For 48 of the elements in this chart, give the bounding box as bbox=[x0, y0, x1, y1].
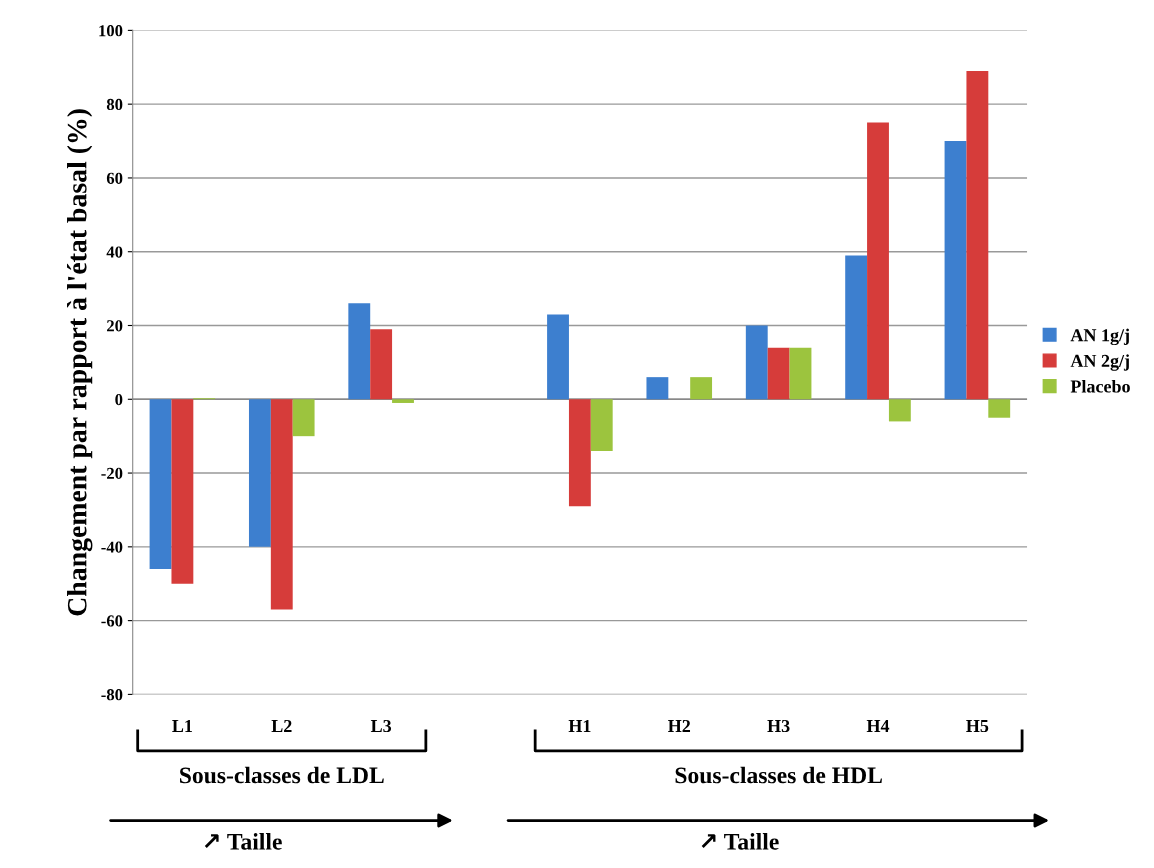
bar bbox=[845, 255, 868, 400]
text: Sous-classes de LDL bbox=[180, 766, 384, 784]
y-tick-label: -80 bbox=[101, 689, 123, 701]
y-tick-label: 40 bbox=[106, 246, 123, 258]
bar bbox=[867, 122, 889, 400]
x-tick-label: H1 bbox=[568, 720, 591, 732]
legend-label: AN 1g/j bbox=[1070, 328, 1129, 346]
y-tick-label: -20 bbox=[101, 467, 123, 480]
legend-label: AN 2g/j bbox=[1070, 354, 1129, 371]
legend-label: Placebo bbox=[1070, 379, 1130, 393]
y-tick-label: 80 bbox=[106, 98, 123, 111]
bar bbox=[547, 314, 569, 400]
x-tick-label: L1 bbox=[172, 720, 192, 732]
bar bbox=[789, 347, 812, 400]
y-tick-label: 60 bbox=[106, 172, 123, 184]
bar bbox=[248, 399, 271, 547]
bar bbox=[348, 303, 371, 400]
bar bbox=[171, 399, 194, 584]
text: ↗ Taille bbox=[204, 833, 282, 850]
x-tick-label: H5 bbox=[966, 720, 989, 733]
x-tick-label: L2 bbox=[271, 719, 292, 732]
text: ↗ Taille bbox=[701, 833, 779, 850]
y-axis-title: Changement par rapport à l'état basal (%) bbox=[67, 109, 93, 616]
x-tick-label: H4 bbox=[866, 720, 890, 732]
y-tick-label: 100 bbox=[99, 25, 123, 37]
bar bbox=[568, 399, 591, 507]
bar bbox=[888, 399, 911, 422]
bar bbox=[646, 377, 669, 400]
y-tick-label: 20 bbox=[107, 320, 123, 332]
y-tick-label: -40 bbox=[101, 541, 123, 553]
bar bbox=[988, 399, 1011, 418]
bar bbox=[966, 70, 989, 400]
bar bbox=[745, 325, 768, 400]
text: Sous-classes de HDL bbox=[675, 766, 882, 784]
bar bbox=[944, 141, 967, 400]
bar bbox=[270, 399, 293, 610]
bar bbox=[590, 399, 613, 451]
y-tick-label: 0 bbox=[115, 393, 123, 406]
bar bbox=[690, 377, 713, 400]
bar bbox=[767, 347, 790, 400]
y-tick-label: -60 bbox=[101, 615, 123, 627]
bar bbox=[370, 329, 393, 400]
x-tick-label: L3 bbox=[370, 719, 392, 733]
bar bbox=[392, 399, 414, 403]
x-tick-label: H3 bbox=[767, 719, 790, 733]
x-tick-label: H2 bbox=[668, 719, 691, 732]
bar bbox=[292, 399, 315, 437]
bar bbox=[149, 399, 172, 569]
